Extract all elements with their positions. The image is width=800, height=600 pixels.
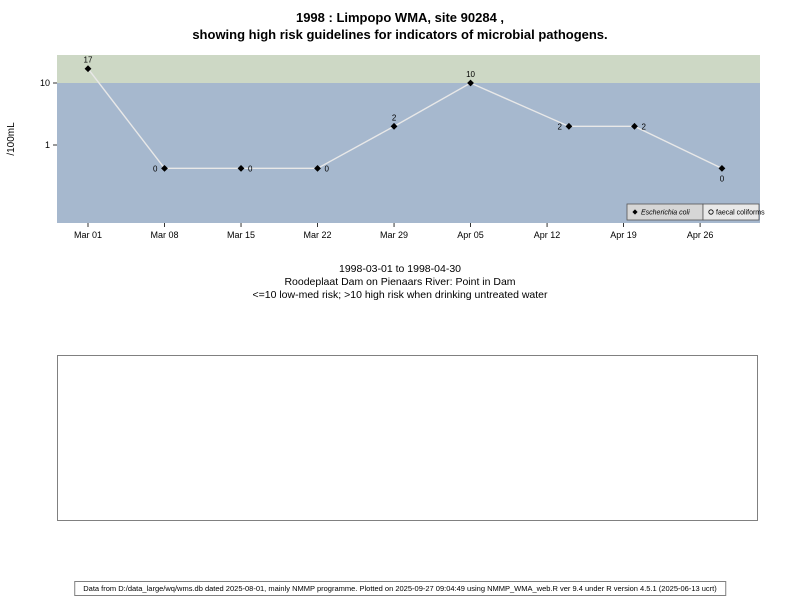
data-point-marker [161, 164, 168, 172]
caption-site-description: Roodeplaat Dam on Pienaars River: Point … [284, 276, 516, 288]
data-point-marker [390, 122, 398, 130]
x-tick-label: Apr 19 [610, 230, 637, 240]
legend-circle-icon [708, 209, 714, 215]
legend-diamond-icon [632, 209, 638, 215]
data-point-marker [631, 122, 638, 130]
caption-date-range: 1998-03-01 to 1998-04-30 [338, 263, 461, 275]
data-point-label: 0 [325, 164, 330, 173]
data-point-label: 2 [392, 113, 397, 122]
empty-panel [57, 355, 758, 521]
data-point-label: 2 [557, 122, 562, 131]
legend-label-escherichia-coli: Escherichia coli [641, 210, 690, 217]
footer-box: Data from D:/data_large/wq/wms.db dated … [74, 581, 726, 596]
x-tick-label: Mar 08 [151, 230, 179, 240]
y-axis-label: /100mL [6, 122, 17, 156]
data-point-label: 17 [84, 56, 93, 65]
footer-text: Data from D:/data_large/wq/wms.db dated … [83, 584, 717, 593]
x-tick-label: Mar 22 [304, 230, 332, 240]
data-point-label: 2 [642, 122, 647, 131]
x-tick-label: Mar 29 [380, 230, 408, 240]
data-point-label: 10 [466, 70, 475, 79]
chart: Mar 01 Mar 08 Mar 15 Mar 22 Mar 29 Apr 05 Apr … [6, 55, 765, 240]
caption-risk-note: <=10 low-med risk; >10 high risk when dr… [252, 289, 548, 301]
y-tick-label: 1 [45, 140, 50, 150]
legend-cell-faecal-coliforms [702, 203, 760, 221]
legend-label-faecal-coliforms: faecal coliforms [716, 210, 765, 217]
x-tick-label: Apr 26 [687, 230, 714, 240]
chart-title-line1: 1998 : Limpopo WMA, site 90284 , [295, 10, 505, 25]
data-point-marker [565, 122, 573, 130]
data-point-label: 0 [153, 164, 158, 173]
y-tick-label: 10 [40, 78, 50, 88]
x-tick-label: Mar 15 [227, 230, 255, 240]
data-point-label: 0 [248, 164, 253, 173]
data-point-marker [314, 164, 321, 172]
chart-title-line2: showing high risk guidelines for indicat… [192, 27, 608, 42]
data-point-marker [718, 164, 726, 172]
x-tick-label: Mar 01 [74, 230, 102, 240]
high-risk-band [57, 55, 760, 83]
x-tick-label: Apr 12 [534, 230, 561, 240]
data-point-marker [237, 164, 245, 172]
data-point-label: 0 [720, 174, 725, 183]
x-tick-label: Apr 05 [457, 230, 484, 240]
data-point-marker [467, 79, 474, 87]
